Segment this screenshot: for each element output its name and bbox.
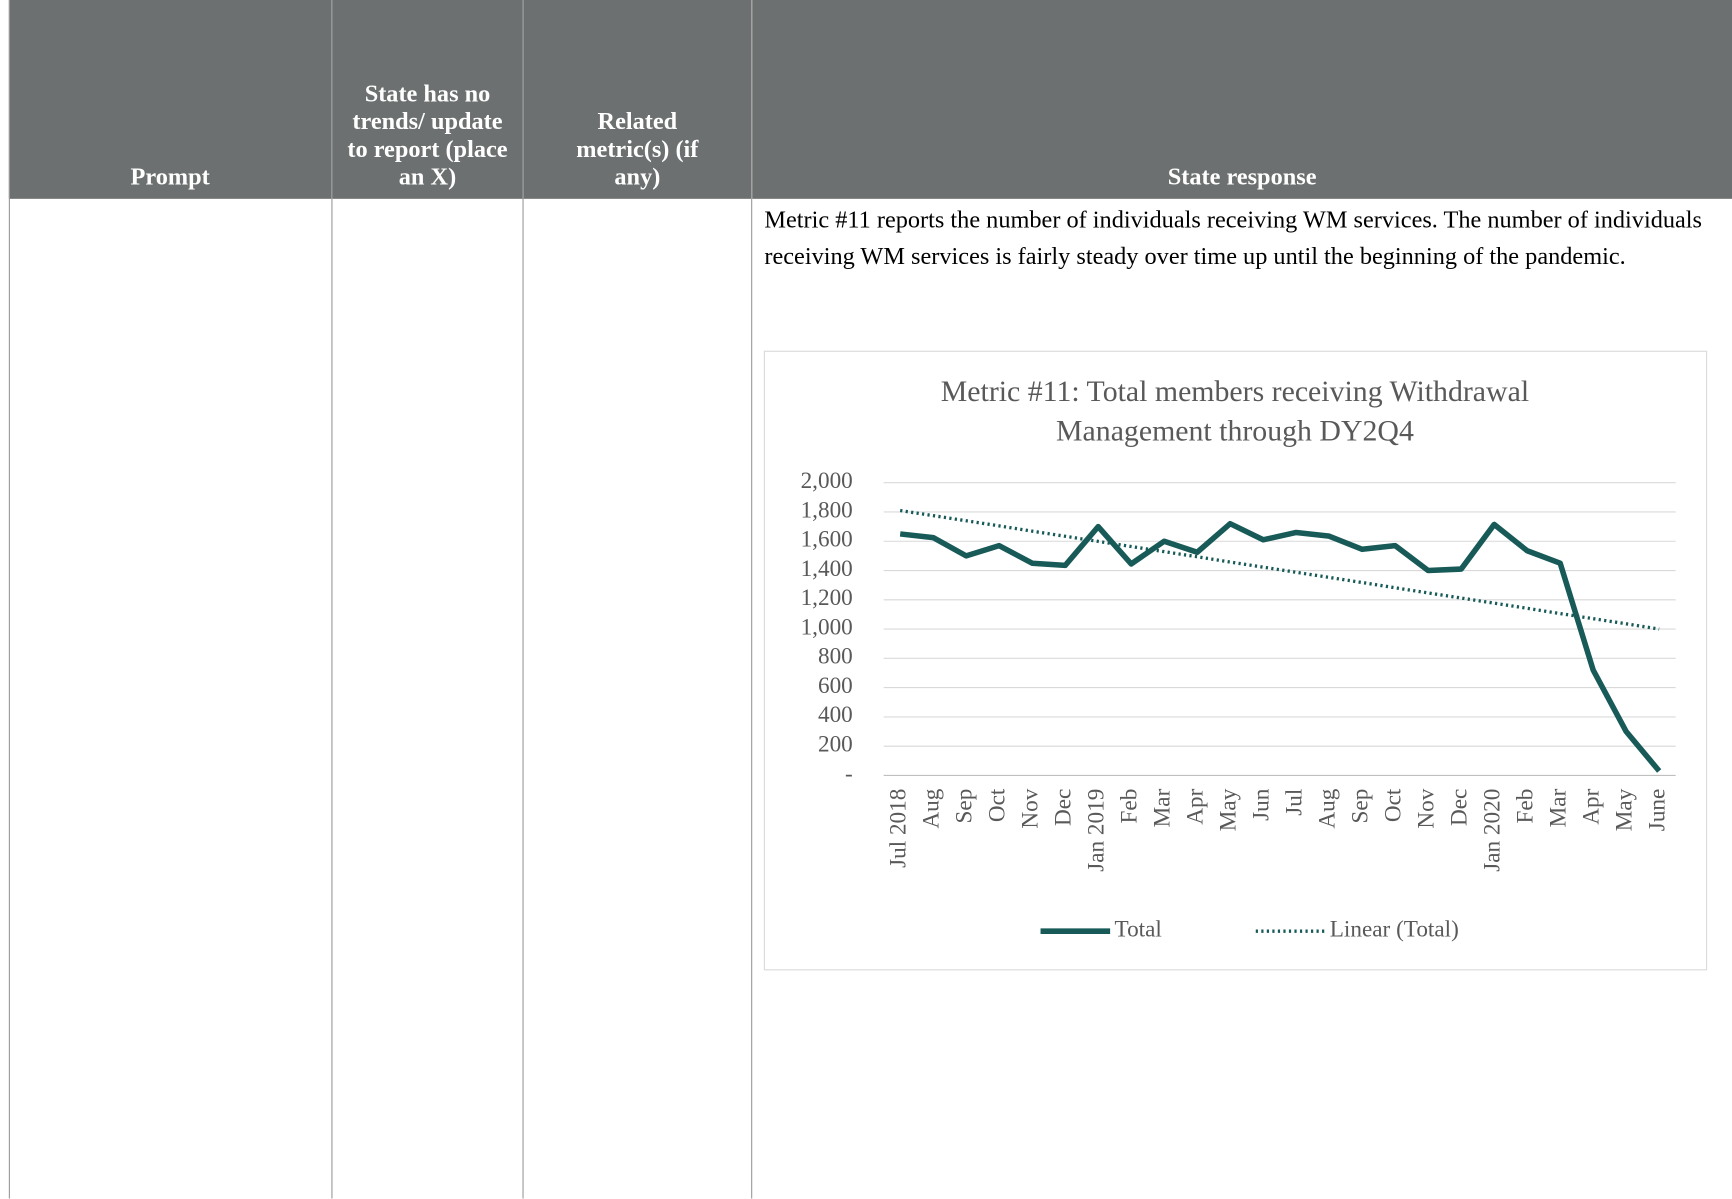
x-tick-label: Aug [919,788,945,828]
x-tick-label: Oct [985,788,1011,822]
legend-label: Linear (Total) [1330,917,1459,943]
x-tick-label: Sep [952,789,978,824]
x-tick-label: Jul [1282,789,1308,816]
header-text: State has no trends/ update to report (p… [347,79,508,190]
x-tick-label: Jan 2019 [1084,789,1110,872]
trend-line [899,508,1660,631]
y-tick-label: 1,000 [801,614,853,640]
x-tick-label: May [1612,788,1638,831]
header-cell: Prompt [8,0,332,199]
x-tick-label: Mar [1150,788,1176,827]
header-text: Prompt [130,162,210,190]
y-tick-label: 200 [818,731,853,757]
header-cell: Related metric(s) (if any) [523,0,752,199]
header-cell: State response [752,0,1732,199]
x-tick-label: Feb [1513,789,1539,824]
header-text: State response [1167,162,1317,190]
x-tick-label: May [1216,788,1242,831]
header-text: Related metric(s) (if any) [576,107,699,190]
x-tick-label: Dec [1447,789,1473,826]
y-tick-label: 1,800 [801,497,853,523]
x-tick-label: Mar [1546,788,1572,827]
x-tick-label: Jul 2018 [886,789,912,868]
x-tick-label: Nov [1018,788,1044,828]
y-tick-label: 600 [818,673,853,699]
y-tick-label: 1,400 [801,556,853,582]
x-tick-label: Apr [1183,788,1209,824]
table-border [331,0,333,1199]
table-border [522,0,524,1199]
x-tick-label: Dec [1051,789,1077,826]
response-text: Metric #11 reports the number of individ… [764,205,1703,270]
y-tick-label: 800 [818,644,853,670]
legend-label: Total [1115,917,1162,943]
table-border [751,0,753,1199]
x-tick-label: Jun [1249,788,1275,821]
x-tick-label: Sep [1348,789,1374,824]
chart-frame [763,350,1708,971]
x-tick-label: Aug [1315,788,1341,828]
x-tick-label: June [1645,789,1671,832]
y-tick-label: 1,200 [801,585,853,611]
table-border [8,0,10,1199]
y-tick-label: 400 [818,702,853,728]
y-tick-label: 1,600 [801,527,853,553]
x-tick-label: Oct [1381,788,1407,822]
x-tick-label: Jan 2020 [1480,789,1506,872]
x-tick-label: Nov [1414,788,1440,828]
x-tick-label: Apr [1579,788,1605,824]
series-line [899,520,1662,773]
x-tick-label: Feb [1117,789,1143,824]
header-cell: State has no trends/ update to report (p… [332,0,523,199]
chart-title: Metric #11: Total members receiving With… [940,374,1530,448]
y-tick-label: 2,000 [801,468,853,494]
y-tick-label: - [845,761,853,787]
